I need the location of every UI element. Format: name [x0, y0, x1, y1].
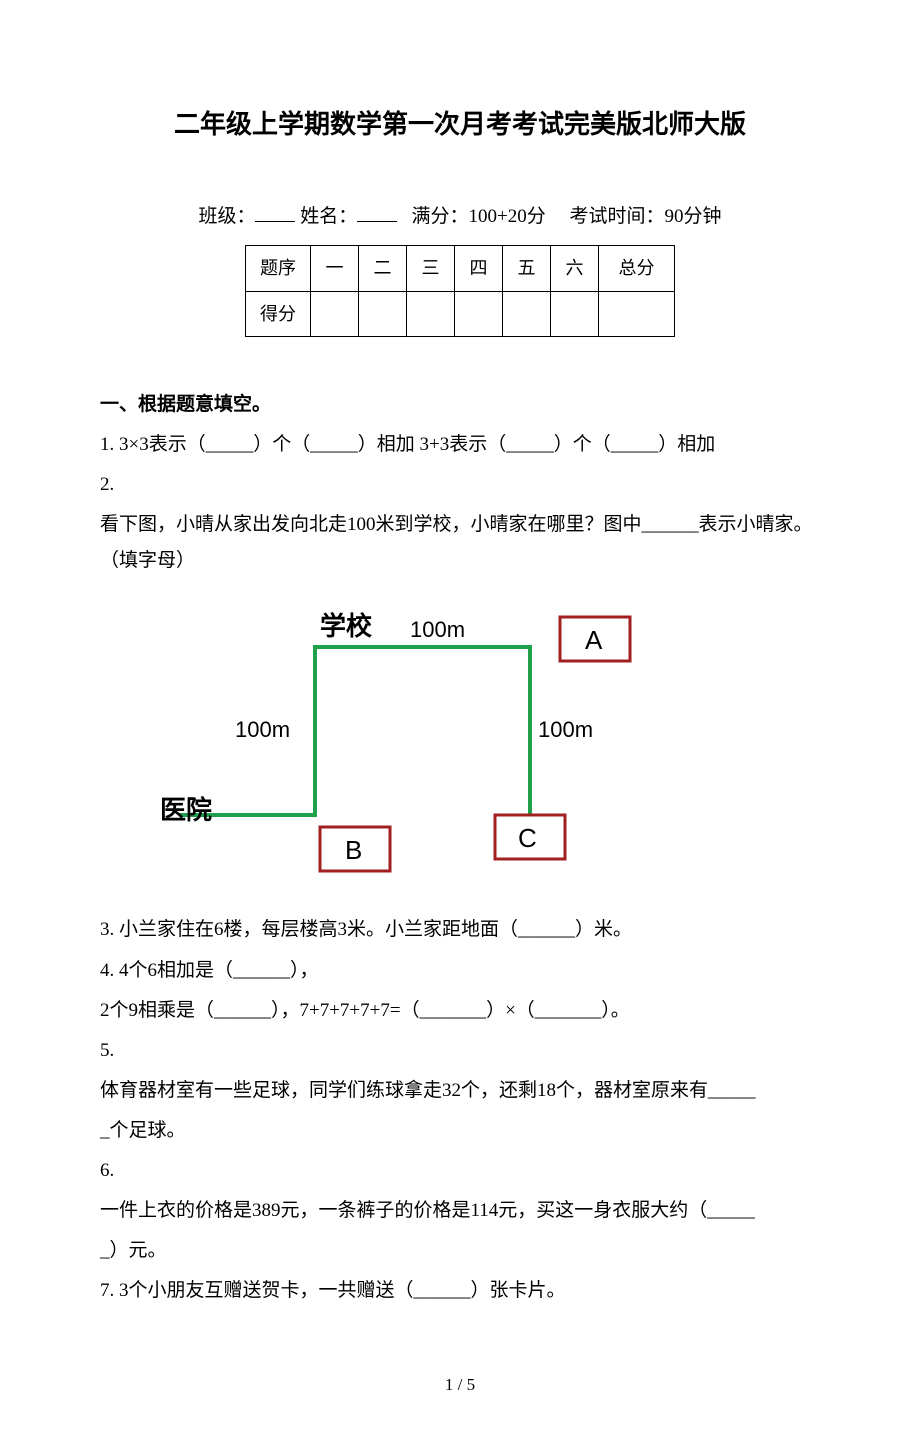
score-cell[interactable] [455, 291, 503, 336]
full-label: 满分： [412, 206, 469, 227]
score-cell[interactable] [599, 291, 675, 336]
time-label: 考试时间： [569, 206, 664, 227]
q1-mid3: ）个（ [554, 434, 611, 455]
question-5-line2: _个足球。 [100, 1113, 820, 1149]
label-a: A [585, 625, 603, 655]
score-table: 题序 一 二 三 四 五 六 总分 得分 [245, 245, 675, 336]
score-cell[interactable] [503, 291, 551, 336]
section-1-head: 一、根据题意填空。 [100, 387, 820, 423]
q1-mid1: ）个（ [253, 434, 310, 455]
q1-mid2: ）相加 3+3表示（ [358, 434, 506, 455]
col-head: 四 [455, 246, 503, 291]
dist-top: 100m [410, 617, 465, 642]
table-row: 得分 [246, 291, 675, 336]
class-blank[interactable] [255, 203, 295, 222]
class-label: 班级： [198, 206, 255, 227]
map-diagram-svg: 学校 100m 100m 100m 医院 A B C [160, 597, 640, 887]
page-footer: 1 / 5 [100, 1369, 820, 1401]
score-cell[interactable] [551, 291, 599, 336]
dist-right: 100m [538, 717, 593, 742]
label-b: B [345, 835, 362, 865]
col-head: 五 [503, 246, 551, 291]
label-c: C [518, 823, 537, 853]
question-6-num: 6. [100, 1153, 820, 1189]
meta-line: 班级： 姓名： 满分：100+20分 考试时间：90分钟 [100, 199, 820, 235]
dist-left: 100m [235, 717, 290, 742]
question-5-line1: 体育器材室有一些足球，同学们练球拿走32个，还剩18个，器材室原来有_____ [100, 1073, 820, 1109]
question-2-text: 看下图，小晴从家出发向北走100米到学校，小晴家在哪里？图中______表示小晴… [100, 507, 820, 579]
col-head: 三 [407, 246, 455, 291]
table-row: 题序 一 二 三 四 五 六 总分 [246, 246, 675, 291]
name-blank[interactable] [357, 203, 397, 222]
col-head: 总分 [599, 246, 675, 291]
row-header: 得分 [246, 291, 311, 336]
school-label: 学校 [320, 611, 373, 641]
question-5-num: 5. [100, 1033, 820, 1069]
question-4b: 2个9相乘是（______），7+7+7+7+7=（_______）×（____… [100, 993, 820, 1029]
col-head: 一 [311, 246, 359, 291]
score-cell[interactable] [311, 291, 359, 336]
question-3: 3. 小兰家住在6楼，每层楼高3米。小兰家距地面（______）米。 [100, 912, 820, 948]
row-header: 题序 [246, 246, 311, 291]
col-head: 二 [359, 246, 407, 291]
question-7: 7. 3个小朋友互赠送贺卡，一共赠送（______）张卡片。 [100, 1273, 820, 1309]
q1-prefix: 1. 3×3表示（ [100, 434, 206, 455]
question-1: 1. 3×3表示（_____）个（_____）相加 3+3表示（_____）个（… [100, 427, 820, 463]
q2-text-a: 看下图，小晴从家出发向北走100米到学校，小晴家在哪里？图中 [100, 514, 642, 535]
col-head: 六 [551, 246, 599, 291]
q1-suffix: ）相加 [658, 434, 715, 455]
question-4a: 4. 4个6相加是（______）， [100, 953, 820, 989]
question-6-line1: 一件上衣的价格是389元，一条裤子的价格是114元，买这一身衣服大约（_____ [100, 1193, 820, 1229]
page-title: 二年级上学期数学第一次月考考试完美版北师大版 [100, 100, 820, 149]
hospital-label: 医院 [160, 795, 212, 825]
score-cell[interactable] [359, 291, 407, 336]
diagram: 学校 100m 100m 100m 医院 A B C [160, 597, 820, 900]
name-label: 姓名： [300, 206, 357, 227]
score-cell[interactable] [407, 291, 455, 336]
full-value: 100+20分 [469, 206, 546, 227]
question-2-num: 2. [100, 467, 820, 503]
path-line [180, 647, 530, 815]
time-value: 90分钟 [665, 206, 722, 227]
question-6-line2: _）元。 [100, 1233, 820, 1269]
